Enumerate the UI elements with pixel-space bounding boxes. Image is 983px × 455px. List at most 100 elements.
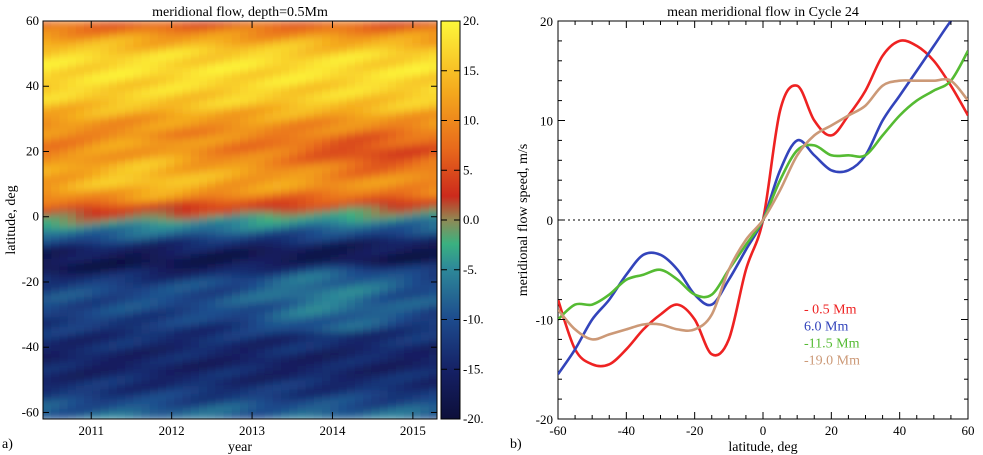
heatmap-cell [404,147,413,153]
heatmap-cell [231,190,241,197]
heatmap-cell [43,224,52,231]
heatmap-cell [264,224,274,231]
heatmap-cell [43,370,52,376]
heatmap-cell [387,312,397,318]
heatmap-cell [272,244,282,250]
heatmap-cell [182,50,192,56]
heatmap-cell [272,127,282,134]
heatmap-cell [330,253,340,260]
heatmap-cell [428,224,437,231]
heatmap-cell [92,156,102,163]
heatmap-cell [256,186,266,192]
heatmap-cell [198,59,208,66]
heatmap-cell [363,45,372,51]
heatmap-cell [182,93,192,100]
heatmap-cell [174,79,184,85]
heatmap-cell [379,331,389,338]
heatmap-cell [346,346,356,352]
heatmap-cell [379,122,389,129]
heatmap-cell [379,404,389,410]
heatmap-cell [157,64,167,71]
heatmap-cell [149,93,159,100]
heatmap-cell [354,156,364,163]
heatmap-cell [223,409,233,415]
heatmap-cell [313,365,323,372]
heatmap-cell [248,98,258,105]
heatmap-cell [338,278,348,284]
heatmap-cell [75,205,85,211]
heatmap-cell [92,103,102,109]
heatmap-cell [116,229,126,236]
heatmap-cell [305,355,315,362]
heatmap-cell [67,258,77,265]
heatmap-cell [322,25,331,32]
heatmap-cell [264,239,274,245]
heatmap-cell [289,414,299,419]
heatmap-cell [387,389,397,396]
heatmap-cell [125,171,134,177]
heatmap-cell [100,385,110,391]
heatmap-cell [305,389,315,396]
heatmap-cell [264,35,274,42]
heatmap-cell [313,234,323,241]
heatmap-frame [42,20,438,420]
heatmap-cell [363,351,372,357]
heatmap-cell [272,88,282,95]
heatmap-cell [108,59,118,66]
heatmap-cell [395,88,405,95]
heatmap-cell [404,234,413,241]
heatmap-cell [198,21,208,27]
heatmap-cell [404,156,413,163]
heatmap-cell [116,302,126,308]
heatmap-cell [313,331,323,338]
heatmap-cell [133,404,143,410]
heatmap-cell [166,93,175,100]
heatmap-cell [240,147,249,153]
heatmap-cell [67,40,77,46]
heatmap-cell [297,394,307,401]
heatmap-cell [67,45,77,51]
heatmap-cell [116,210,126,216]
heatmap-cell [51,249,61,255]
heatmap-cell [149,40,159,46]
heatmap-cell [198,389,208,396]
heatmap-cell [157,147,167,153]
heatmap-cell [322,215,331,221]
heatmap-cell [338,244,348,250]
heatmap-cell [412,171,422,177]
heatmap-cell [346,409,356,415]
heatmap-cell [346,394,356,401]
heatmap-cell [133,268,143,274]
heatmap-cell [338,220,348,226]
heatmap-cell [404,21,413,27]
heatmap-cell [75,380,85,386]
heatmap-cell [166,244,175,250]
heatmap-cell [240,215,249,221]
heatmap-cell [379,273,389,279]
heatmap-cell [215,205,225,211]
heatmap-cell [157,118,167,124]
heatmap-cell [190,321,200,328]
heatmap-cell [264,84,274,90]
heatmap-cell [240,108,249,114]
heatmap-cell [43,45,52,51]
heatmap-cell [354,25,364,32]
heatmap-cell [412,346,422,352]
heatmap-cell [322,394,331,401]
heatmap-cell [157,190,167,197]
heatmap-cell [289,215,299,221]
heatmap-cell [166,45,175,51]
heatmap-cell [330,21,340,27]
heatmap-cell [322,409,331,415]
heatmap-cell [223,302,233,308]
heatmap-cell [75,147,85,153]
heatmap-cell [395,244,405,250]
heatmap-cell [215,186,225,192]
heatmap-cell [84,21,93,27]
heatmap-cell [420,69,430,75]
heatmap-cell [149,239,159,245]
heatmap-cell [354,142,364,148]
heatmap-cell [149,321,159,328]
heatmap-cell [207,186,216,192]
